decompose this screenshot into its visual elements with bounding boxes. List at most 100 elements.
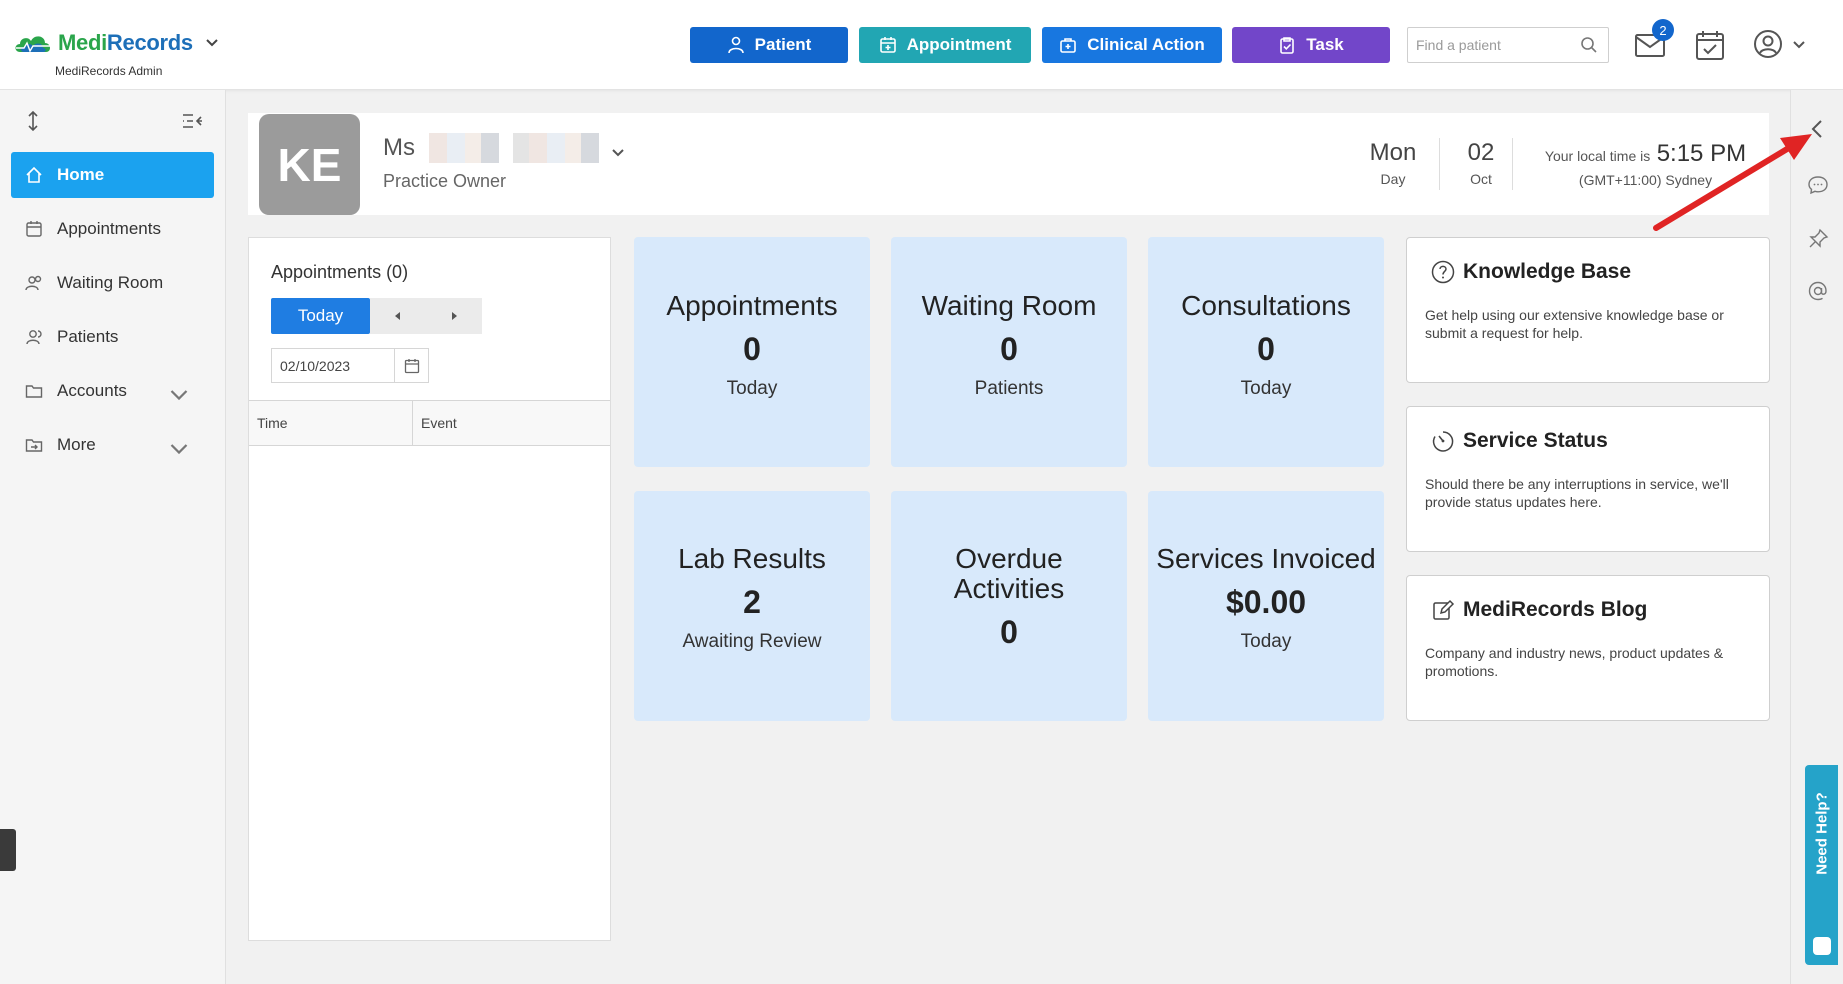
- date-field[interactable]: [272, 349, 392, 382]
- chevron-down-icon[interactable]: [611, 147, 625, 159]
- date-number: 02: [1467, 139, 1495, 166]
- prev-day-button[interactable]: [370, 298, 426, 334]
- sidebar-item-label: Appointments: [57, 219, 161, 238]
- tile-lab-results[interactable]: Lab Results 2 Awaiting Review: [634, 491, 870, 721]
- need-help-label: Need Help?: [1813, 792, 1831, 875]
- mention-icon[interactable]: [1807, 280, 1829, 302]
- pin-icon[interactable]: [1807, 228, 1829, 250]
- new-patient-button[interactable]: Patient: [690, 27, 848, 63]
- tile-subtitle: Patients: [974, 378, 1044, 399]
- day-name: Mon: [1369, 139, 1417, 166]
- tile-overdue-activities[interactable]: Overdue Activities 0: [891, 491, 1127, 721]
- sidebar-item-patients[interactable]: Patients: [11, 314, 214, 360]
- calendar-icon: [404, 358, 419, 373]
- date-picker-button[interactable]: [394, 349, 428, 382]
- sidebar-item-label: Patients: [57, 327, 119, 346]
- patient-search-input[interactable]: [1408, 28, 1568, 62]
- tile-title: Appointments: [666, 290, 838, 321]
- need-help-tab[interactable]: Need Help?: [1805, 765, 1838, 965]
- expand-vertical-icon[interactable]: [22, 110, 44, 132]
- sidebar-item-appointments[interactable]: Appointments: [11, 206, 214, 252]
- tile-value: 0: [1000, 331, 1018, 367]
- triangle-right-icon: [452, 312, 457, 320]
- card-title-text: Knowledge Base: [1463, 260, 1632, 283]
- card-title: MediRecords Blog: [1431, 598, 1647, 622]
- day-display: Mon Day: [1358, 139, 1428, 187]
- clinical-action-button[interactable]: Clinical Action: [1042, 27, 1222, 63]
- card-medirecords-blog[interactable]: MediRecords Blog Company and industry ne…: [1406, 575, 1770, 721]
- account-subtitle: MediRecords Admin: [55, 64, 163, 78]
- users-icon: [25, 275, 42, 291]
- user-avatar-icon[interactable]: [1753, 29, 1783, 59]
- tile-waiting-room[interactable]: Waiting Room 0 Patients: [891, 237, 1127, 467]
- divider: [1439, 138, 1440, 190]
- profile-bar: KE Ms Practice Owner Mon Day 02 Oct Your…: [248, 113, 1769, 215]
- home-icon: [26, 166, 42, 183]
- tile-consultations[interactable]: Consultations 0 Today: [1148, 237, 1384, 467]
- calendar-add-icon: [879, 37, 896, 53]
- tile-value: $0.00: [1225, 584, 1307, 620]
- logo-text: MediRecords: [58, 30, 193, 55]
- new-appointment-button[interactable]: Appointment: [859, 27, 1031, 63]
- chevron-left-icon[interactable]: [1807, 118, 1829, 140]
- patients-icon: [26, 330, 42, 345]
- card-service-status[interactable]: Service Status Should there be any inter…: [1406, 406, 1770, 552]
- add-person-icon: [727, 36, 744, 54]
- search-icon[interactable]: [1580, 36, 1598, 54]
- sidebar-item-label: Accounts: [57, 381, 127, 400]
- sidebar: Home Appointments Waiting Room Patients …: [0, 90, 226, 984]
- tile-appointments[interactable]: Appointments 0 Today: [634, 237, 870, 467]
- today-button[interactable]: Today: [271, 298, 370, 334]
- card-knowledge-base[interactable]: Knowledge Base Get help using our extens…: [1406, 237, 1770, 383]
- sidebar-item-home[interactable]: Home: [11, 152, 214, 198]
- chevron-down-icon: [170, 390, 188, 401]
- date-picker: [271, 348, 429, 383]
- card-title-text: MediRecords Blog: [1463, 598, 1648, 621]
- sidebar-item-waiting-room[interactable]: Waiting Room: [11, 260, 214, 306]
- column-header-time[interactable]: Time: [249, 401, 413, 445]
- appointments-title: Appointments (0): [271, 262, 409, 282]
- tile-title: Overdue Activities: [953, 543, 1065, 604]
- card-title-text: Service Status: [1463, 429, 1608, 452]
- medical-bag-icon: [1060, 38, 1077, 53]
- sidebar-item-accounts[interactable]: Accounts: [11, 368, 214, 414]
- chat-bubble-icon: [1813, 937, 1831, 955]
- triangle-left-icon: [395, 312, 400, 320]
- logo[interactable]: MediRecords: [12, 30, 219, 56]
- cloud-logo-icon: [15, 36, 51, 53]
- next-day-button[interactable]: [426, 298, 482, 334]
- edit-note-icon: [1433, 599, 1455, 620]
- top-header: MediRecords MediRecords Admin Patient Ap…: [0, 0, 1843, 90]
- tile-value: 0: [1000, 614, 1018, 650]
- sidebar-item-more[interactable]: More: [11, 422, 214, 468]
- clipboard-check-icon: [1280, 37, 1295, 54]
- tile-title: Waiting Room: [921, 290, 1097, 321]
- chevron-down-icon[interactable]: [205, 36, 219, 50]
- collapse-sidebar-icon[interactable]: [181, 110, 203, 132]
- card-title: Service Status: [1431, 429, 1608, 453]
- month-label: Oct: [1470, 171, 1492, 187]
- external-icon: [25, 439, 43, 452]
- chevron-down-icon: [170, 444, 188, 455]
- user-name[interactable]: Ms: [383, 133, 625, 163]
- tile-subtitle: Today: [1240, 378, 1292, 399]
- local-time-display: Your local time is 5:15 PM (GMT+11:00) S…: [1533, 140, 1758, 188]
- day-label: Day: [1380, 171, 1406, 187]
- sidebar-item-label: More: [57, 435, 96, 454]
- chevron-down-icon[interactable]: [1792, 39, 1806, 51]
- appointments-panel: Appointments (0) Today Time Event: [248, 237, 611, 941]
- sidebar-item-label: Home: [57, 165, 105, 184]
- tile-value: 0: [1257, 331, 1275, 367]
- local-time: 5:15 PM: [1656, 140, 1747, 167]
- column-header-event[interactable]: Event: [421, 415, 457, 431]
- timezone: (GMT+11:00) Sydney: [1578, 172, 1713, 188]
- tile-value: 2: [743, 584, 761, 620]
- chat-icon[interactable]: [1807, 174, 1829, 196]
- avatar: KE: [259, 114, 360, 215]
- card-description: Get help using our extensive knowledge b…: [1425, 307, 1724, 341]
- calendar-check-icon[interactable]: [1695, 29, 1725, 61]
- side-widget-tab[interactable]: [0, 829, 16, 871]
- patient-search: [1407, 27, 1609, 63]
- tile-services-invoiced[interactable]: Services Invoiced $0.00 Today: [1148, 491, 1384, 721]
- new-task-button[interactable]: Task: [1232, 27, 1390, 63]
